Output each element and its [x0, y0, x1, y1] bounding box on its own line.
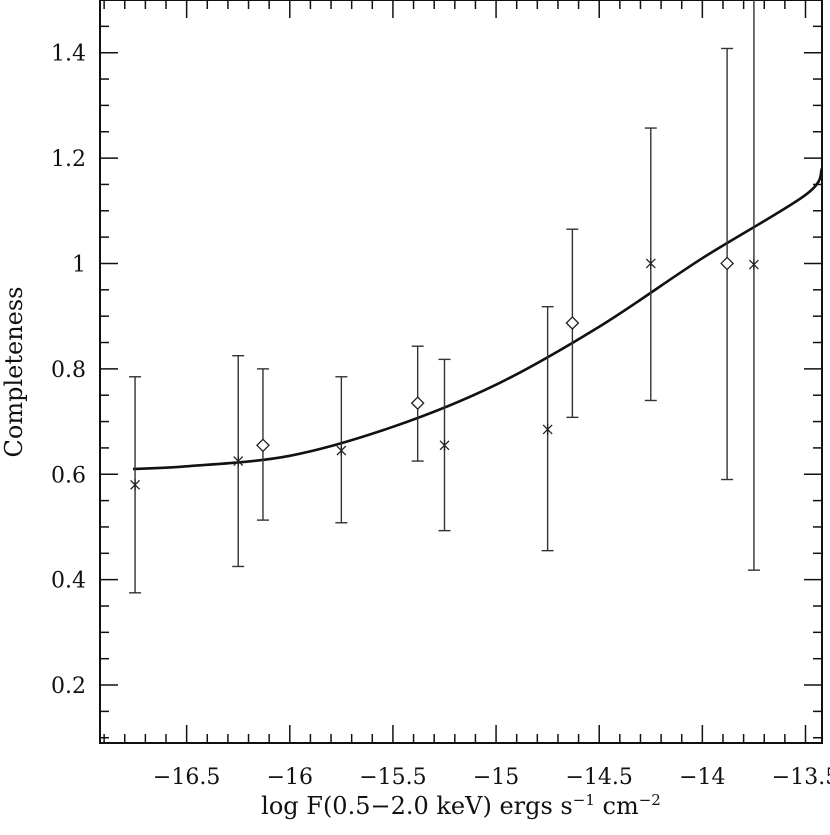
x-tick-label: −16	[267, 765, 313, 790]
cross-point	[644, 127, 657, 402]
cross-point	[129, 376, 142, 594]
plot-area	[129, 0, 822, 594]
y-tick-label: 0.4	[51, 569, 86, 594]
cross-marker	[645, 257, 656, 269]
y-tick-label: 0.8	[51, 358, 86, 383]
fit-curve	[132, 167, 822, 471]
y-tick-label: 1.4	[51, 42, 86, 67]
diamond-marker	[565, 316, 580, 330]
x-tick-label: −13.5	[772, 765, 830, 790]
cross-marker	[233, 455, 244, 467]
x-axis-title: log F(0.5−2.0 keV) ergs s−1 cm−2	[261, 791, 661, 820]
diamond-point	[720, 47, 735, 481]
x-tick-label: −14.5	[566, 765, 633, 790]
x-tick-label: −15.5	[359, 765, 426, 790]
y-axis-ticks: 0.2 0.4 0.6 0.8 1 1.2 1.4	[51, 25, 822, 739]
diamond-point	[565, 228, 580, 419]
cross-marker	[336, 445, 347, 457]
plot-frame	[99, 0, 823, 744]
diamond-point	[410, 345, 425, 462]
cross-point	[747, 0, 760, 571]
y-tick-label: 0.2	[51, 674, 86, 699]
y-tick-label: 0.6	[51, 463, 86, 488]
cross-marker	[439, 439, 450, 451]
cross-point	[438, 358, 451, 532]
diamond-marker	[256, 438, 270, 453]
x-tick-label: −16.5	[153, 765, 220, 790]
diamond-marker	[410, 396, 425, 411]
y-tick-label: 1	[72, 252, 86, 277]
cross-point	[232, 354, 245, 568]
y-tick-label: 1.2	[51, 147, 86, 172]
data-points	[129, 0, 760, 594]
cross-point	[541, 305, 554, 552]
x-tick-label: −14	[679, 765, 725, 790]
diamond-marker	[720, 256, 735, 271]
x-axis-ticks: −16.5 −16 −15.5 −15 −14.5 −14 −13.5	[103, 0, 830, 790]
cross-marker	[748, 259, 759, 271]
cross-marker	[542, 423, 553, 435]
diamond-point	[256, 368, 270, 521]
cross-point	[335, 376, 348, 524]
x-tick-label: −15	[473, 765, 519, 790]
y-axis-title: Completeness	[0, 287, 28, 458]
cross-marker	[130, 479, 141, 491]
